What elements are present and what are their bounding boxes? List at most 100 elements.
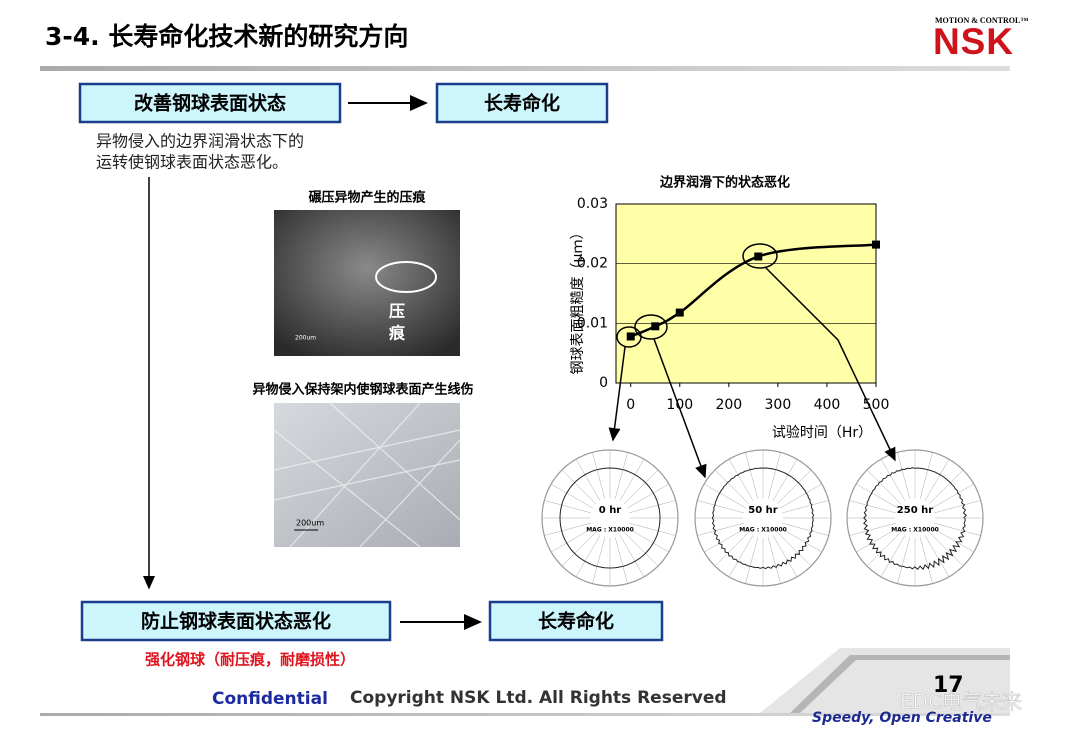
scale-label: 200um xyxy=(296,519,324,528)
polar-spoke xyxy=(561,469,597,505)
polar-spoke xyxy=(745,452,759,499)
polar-spoke xyxy=(855,527,898,553)
watermark: EDC电气未来 xyxy=(900,690,1022,714)
annotations xyxy=(608,243,896,479)
data-line xyxy=(630,243,877,338)
polar-spoke xyxy=(932,527,975,553)
polar-spoke xyxy=(772,535,798,578)
polar-spoke xyxy=(619,458,645,501)
polar-label: 250 hr xyxy=(897,505,933,516)
polar-spoke xyxy=(767,452,781,499)
confidential: Confidential xyxy=(212,689,328,709)
y-axis-label: 钢球表面粗糙度（μｍ） xyxy=(570,226,586,375)
polar-spoke xyxy=(697,522,744,536)
polar-spoke xyxy=(627,483,670,509)
polar-spoke xyxy=(928,531,964,567)
polar-spoke xyxy=(934,522,981,536)
polar-spoke xyxy=(928,469,964,505)
photo xyxy=(274,403,460,547)
polar-spoke xyxy=(703,527,746,553)
polar-spoke xyxy=(592,452,606,499)
polar-spoke xyxy=(550,527,593,553)
slogan: Speedy, Open Creative xyxy=(812,710,992,726)
polar-spoke xyxy=(728,458,754,501)
polar-spoke xyxy=(714,531,750,567)
polar-spoke xyxy=(629,522,676,536)
polar-spoke xyxy=(714,469,750,505)
x-axis-label: 试验时间（Hr） xyxy=(772,425,872,441)
polar-spoke xyxy=(629,500,676,514)
data-point xyxy=(675,308,684,317)
polar-spoke xyxy=(772,458,798,501)
polar-mag: MAG : X10000 xyxy=(739,527,787,534)
polar-label: 0 hr xyxy=(599,505,622,516)
polar-spoke xyxy=(932,483,975,509)
scale-label: 200um xyxy=(295,335,316,342)
y-tick-label: 0.02 xyxy=(577,256,608,272)
polar-spoke xyxy=(623,469,659,505)
footer-swoosh xyxy=(760,648,1010,713)
photo-caption: 碾压异物产生的压痕 xyxy=(308,190,426,206)
logo-tagline: MOTION & CONTROL™ xyxy=(935,16,1028,25)
x-tick-label: 300 xyxy=(765,397,792,413)
photo-caption: 异物侵入保持架内使钢球表面产生线伤 xyxy=(252,382,473,398)
polar-spoke xyxy=(623,531,659,567)
polar-spoke xyxy=(614,452,628,499)
flow-box-text: 防止钢球表面状态恶化 xyxy=(141,610,331,633)
polar-spoke xyxy=(544,522,591,536)
polar-spoke xyxy=(880,458,906,501)
polar-spoke xyxy=(919,452,933,499)
polar-spoke xyxy=(592,537,606,584)
polar-spoke xyxy=(728,535,754,578)
flow-box xyxy=(78,82,342,124)
polar-spoke xyxy=(745,537,759,584)
polar-chart: 0 hr MAG : X10000 xyxy=(541,449,679,587)
data-point xyxy=(651,322,660,331)
header-rule xyxy=(40,66,1010,71)
description: 异物侵入的边界润滑状态下的 xyxy=(96,132,304,151)
polar-spoke xyxy=(897,537,911,584)
polar-spoke xyxy=(924,535,950,578)
x-tick-label: 100 xyxy=(666,397,693,413)
scratch-lines xyxy=(273,402,461,548)
photo-label: 压 xyxy=(389,302,405,321)
y-tick-label: 0.03 xyxy=(577,196,608,212)
polar-spoke xyxy=(866,531,902,567)
data-point xyxy=(872,240,880,249)
polar-spoke xyxy=(924,458,950,501)
copyright: Copyright NSK Ltd. All Rights Reserved xyxy=(350,688,727,708)
polar-spoke xyxy=(776,531,812,567)
polar-label: 50 hr xyxy=(748,505,778,516)
polar-mag: MAG : X10000 xyxy=(586,527,634,534)
polar-spoke xyxy=(575,535,601,578)
photo-label: 痕 xyxy=(388,324,406,343)
polar-spoke xyxy=(614,537,628,584)
roundness-trace xyxy=(863,467,967,571)
polar-spoke xyxy=(934,500,981,514)
x-tick-label: 500 xyxy=(863,397,890,413)
polar-spoke xyxy=(627,527,670,553)
roundness-trace xyxy=(559,467,661,569)
polar-spoke xyxy=(619,535,645,578)
data-point xyxy=(626,332,635,341)
photo xyxy=(274,210,460,356)
flow-box xyxy=(435,82,609,124)
x-tick-label: 0 xyxy=(626,397,635,413)
polar-chart: 250 hr MAG : X10000 xyxy=(846,449,984,587)
logo: NSK xyxy=(933,21,1013,62)
polar-mag: MAG : X10000 xyxy=(891,527,939,534)
polar-spoke xyxy=(767,537,781,584)
flow-box-text: 长寿命化 xyxy=(538,610,614,633)
polar-spoke xyxy=(855,483,898,509)
polar-spoke xyxy=(697,500,744,514)
polar-spoke xyxy=(776,469,812,505)
flow-box xyxy=(80,600,392,642)
polar-spoke xyxy=(919,537,933,584)
highlight xyxy=(375,261,437,293)
polar-spoke xyxy=(782,500,829,514)
footer-rule xyxy=(40,713,1010,716)
polar-spoke xyxy=(849,500,896,514)
x-tick-label: 400 xyxy=(814,397,841,413)
y-tick-label: 0.01 xyxy=(577,315,608,331)
